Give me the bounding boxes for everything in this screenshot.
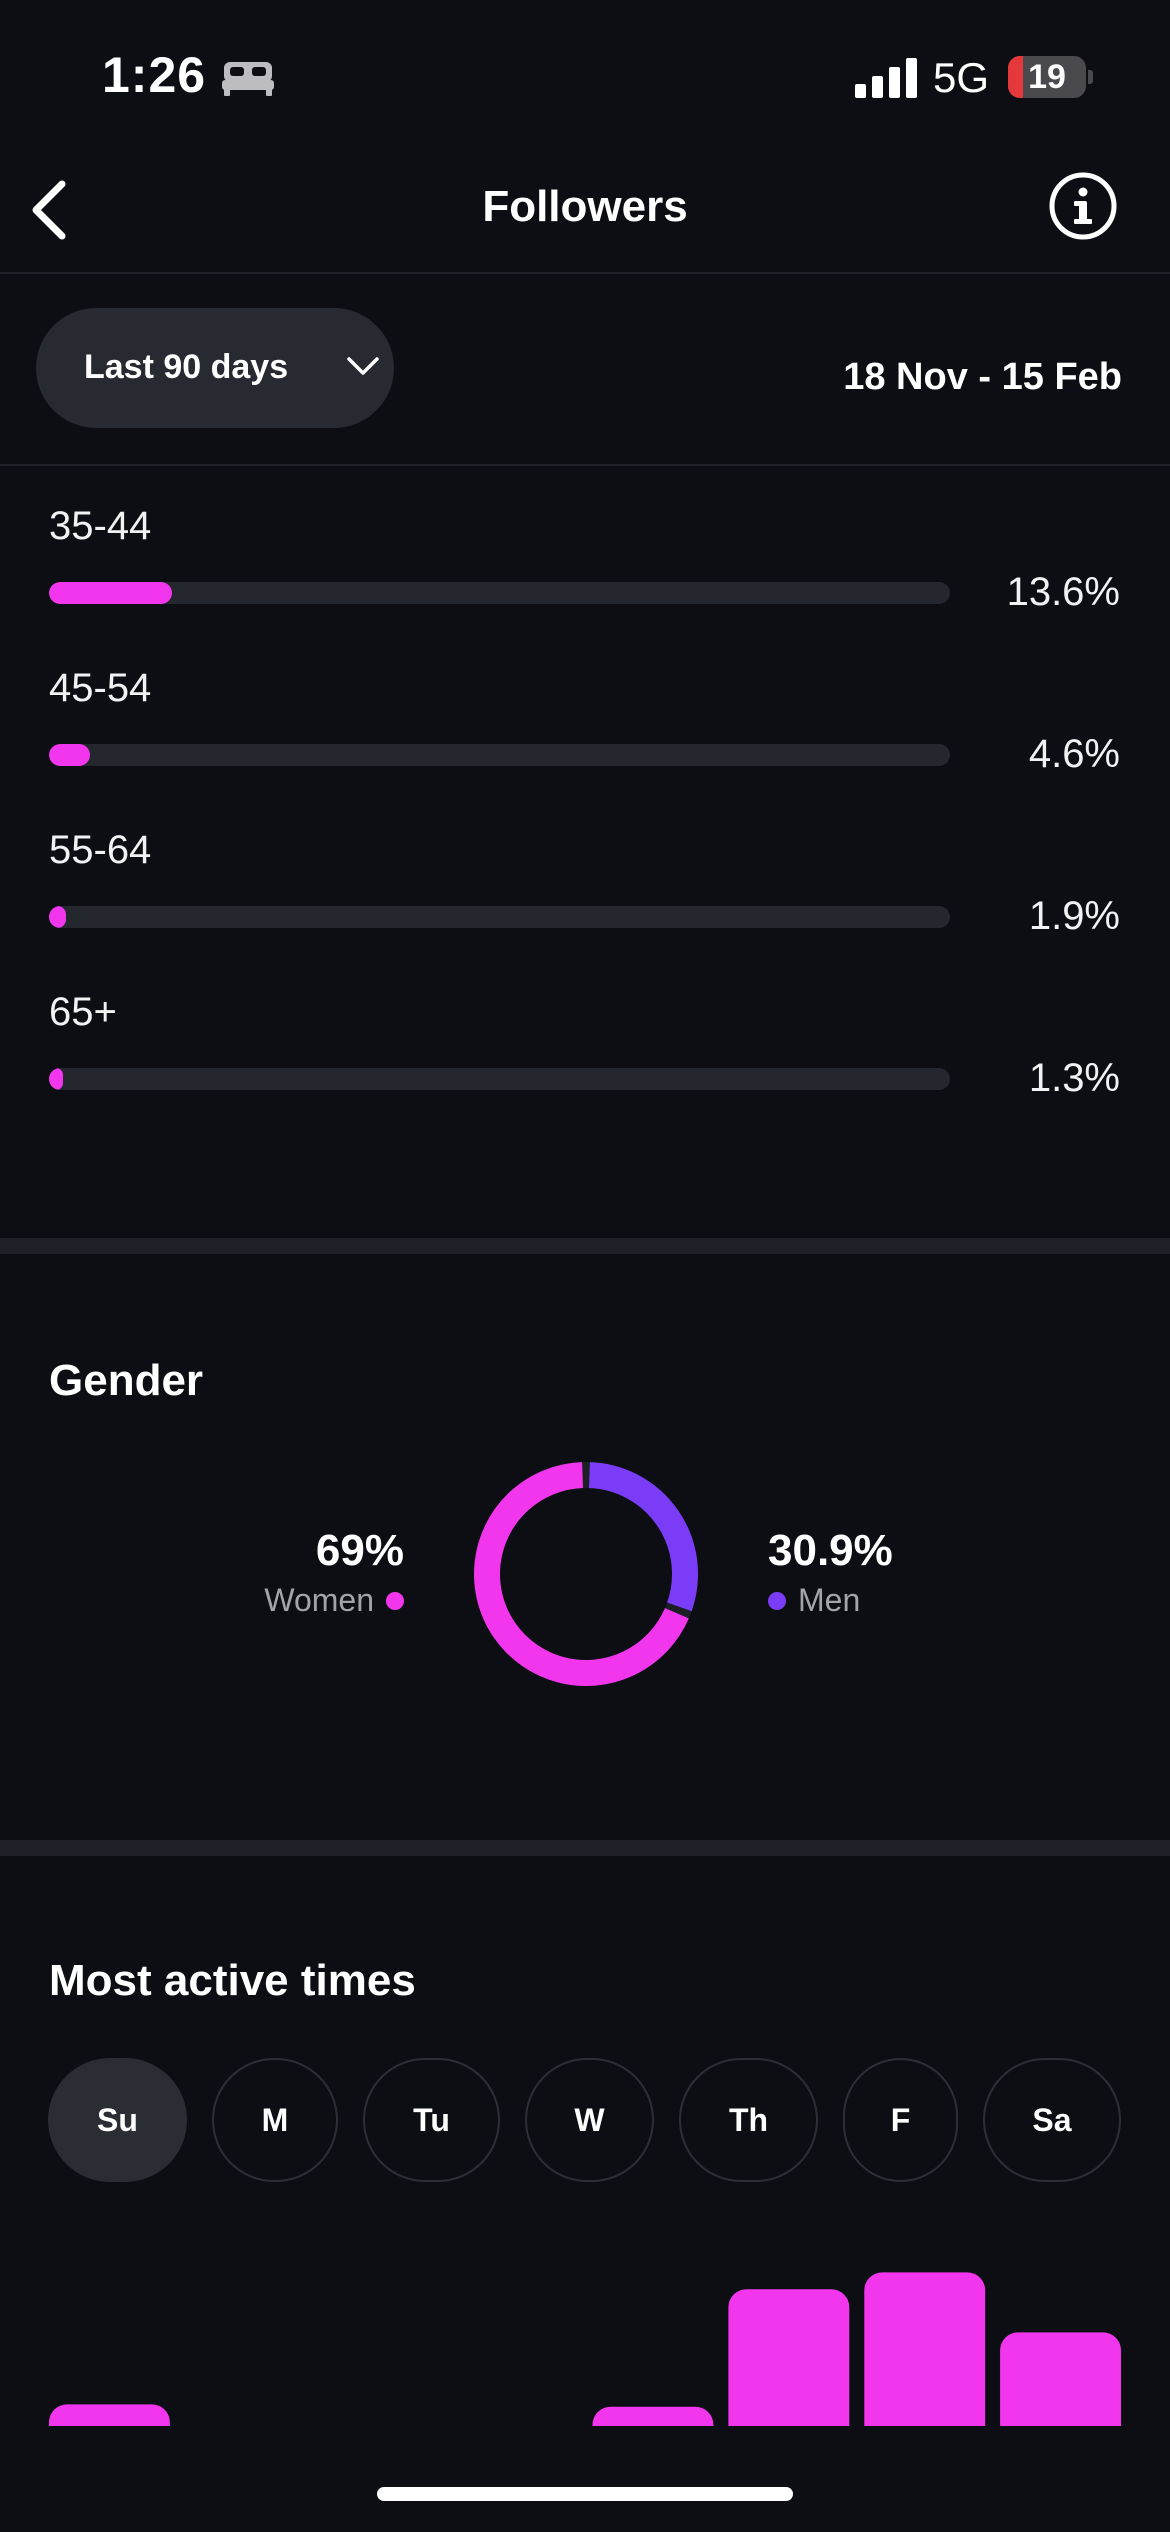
day-tab-w[interactable]: W xyxy=(525,2058,654,2182)
section-divider xyxy=(0,1840,1170,1856)
section-divider xyxy=(0,1238,1170,1254)
age-bar-track xyxy=(49,906,950,928)
men-segment xyxy=(588,1462,698,1612)
date-range-text: 18 Nov - 15 Feb xyxy=(843,356,1122,398)
women-percentage: 69% xyxy=(315,1526,404,1575)
bed-icon xyxy=(222,62,274,96)
cellular-signal-icon xyxy=(855,58,917,98)
back-chevron-icon[interactable] xyxy=(18,170,88,250)
age-percentage: 13.6% xyxy=(1006,570,1120,614)
page-title: Followers xyxy=(482,182,688,231)
women-label: Women xyxy=(264,1582,374,1618)
age-bar-track xyxy=(49,744,950,766)
age-row: 65+ 1.3% xyxy=(0,954,1170,1116)
age-bar-fill xyxy=(49,906,67,928)
nav-header: Followers xyxy=(0,150,1170,274)
day-tab-sa[interactable]: Sa xyxy=(983,2058,1121,2182)
age-bar-track xyxy=(49,582,950,604)
filter-row: Last 90 days 18 Nov - 15 Feb xyxy=(0,274,1170,466)
men-percentage: 30.9% xyxy=(768,1526,893,1575)
date-range-dropdown[interactable]: Last 90 days xyxy=(36,308,394,428)
active-hours-bar-chart xyxy=(0,2272,1170,2436)
day-tab-m[interactable]: M xyxy=(212,2058,338,2182)
day-tabs: Su M Tu W Th F Sa xyxy=(0,2058,1170,2182)
status-time: 1:26 xyxy=(102,47,207,103)
info-icon[interactable] xyxy=(1048,171,1118,241)
gender-title: Gender xyxy=(49,1356,204,1405)
age-label: 55-64 xyxy=(49,828,152,872)
age-label: 65+ xyxy=(49,990,117,1034)
chart-clip-mask xyxy=(0,2426,1170,2436)
status-bar: 1:26 5G 19 xyxy=(0,0,1170,150)
active-hour-bar xyxy=(1000,2332,1121,2436)
battery-level: 19 xyxy=(1028,58,1066,96)
home-indicator xyxy=(377,2487,793,2501)
women-legend-dot xyxy=(386,1591,404,1610)
men-legend-dot xyxy=(768,1591,786,1610)
age-bar-track xyxy=(49,1068,950,1090)
most-active-times-title: Most active times xyxy=(49,1956,416,2005)
gender-section: Gender 69% Women 30.9% Men xyxy=(0,1254,1170,1840)
day-tab-f[interactable]: F xyxy=(843,2058,958,2182)
chevron-down-icon xyxy=(347,357,379,375)
age-label: 45-54 xyxy=(49,666,152,710)
day-tab-tu[interactable]: Tu xyxy=(363,2058,500,2182)
age-row: 35-44 13.6% xyxy=(0,468,1170,630)
women-segment xyxy=(474,1462,689,1686)
women-stat: 69% Women xyxy=(264,1526,404,1619)
age-label: 35-44 xyxy=(49,504,152,548)
battery-icon: 19 xyxy=(1008,56,1093,98)
age-bar-fill xyxy=(49,744,91,766)
gender-donut-chart xyxy=(474,1462,698,1686)
men-stat: 30.9% Men xyxy=(768,1526,893,1619)
age-bar-fill xyxy=(49,1068,63,1090)
active-hour-bar xyxy=(864,2272,986,2436)
age-percentage: 1.9% xyxy=(1028,894,1120,938)
age-row: 55-64 1.9% xyxy=(0,792,1170,954)
age-row: 45-54 4.6% xyxy=(0,630,1170,792)
day-tab-su[interactable]: Su xyxy=(48,2058,187,2182)
active-hour-bar xyxy=(728,2289,850,2436)
most-active-times-section: Most active times Su M Tu W Th F Sa xyxy=(0,1856,1170,2436)
battery-fill xyxy=(1008,56,1023,98)
network-type: 5G xyxy=(933,54,990,101)
age-percentage: 1.3% xyxy=(1028,1056,1120,1100)
age-percentage: 4.6% xyxy=(1028,732,1120,776)
age-bar-fill xyxy=(49,582,172,604)
date-range-dropdown-label: Last 90 days xyxy=(84,348,289,386)
day-tab-th[interactable]: Th xyxy=(679,2058,818,2182)
age-range-list: 35-44 13.6% 45-54 4.6% 55-64 1.9% 65+ xyxy=(0,468,1170,1238)
men-label: Men xyxy=(798,1582,861,1618)
